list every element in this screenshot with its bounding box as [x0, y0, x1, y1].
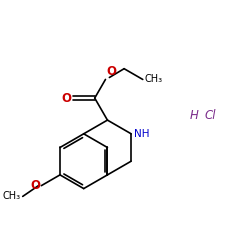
Text: NH: NH — [134, 129, 150, 139]
Text: H: H — [189, 109, 198, 122]
Text: Cl: Cl — [204, 109, 216, 122]
Text: O: O — [61, 92, 71, 104]
Text: O: O — [30, 179, 40, 192]
Text: O: O — [106, 66, 117, 78]
Text: CH₃: CH₃ — [3, 192, 21, 202]
Text: CH₃: CH₃ — [145, 74, 163, 85]
